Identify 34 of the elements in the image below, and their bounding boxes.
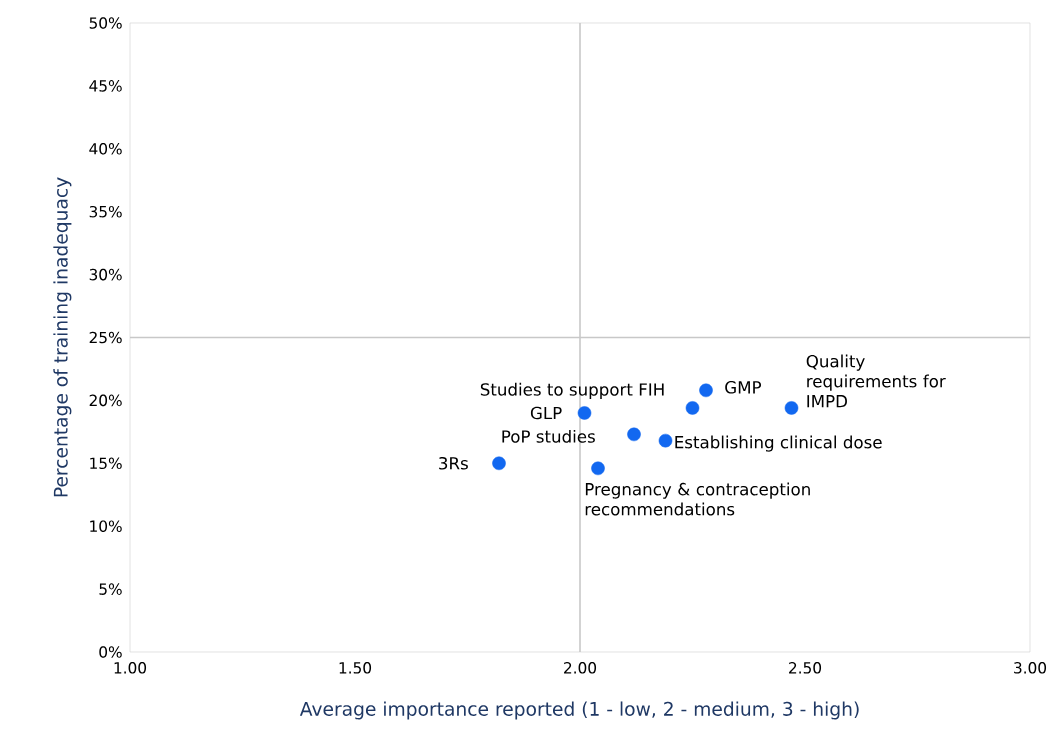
x-tick-label: 2.00 (564, 662, 597, 674)
annotation: GLP (530, 406, 562, 420)
point (577, 406, 592, 420)
point (784, 401, 799, 415)
x-tick-label: 3.00 (1014, 662, 1047, 674)
x-axis-title: Average importance reported (1 - low, 2 - medium, 3 - high) (299, 701, 859, 720)
y-tick-label: 5% (99, 583, 122, 595)
y-tick-label: 35% (89, 205, 122, 218)
point (699, 383, 713, 398)
annotation: Quality requirements for IMPD (806, 354, 946, 408)
annotation: PoP studies (502, 429, 595, 443)
y-tick-label: 0% (99, 646, 122, 658)
y-tick-label: 20% (89, 394, 122, 407)
x-tick-label: 2.50 (789, 662, 822, 674)
point (627, 427, 641, 442)
y-tick-label: 25% (89, 331, 122, 344)
annotation: Pregnancy & contraception recommendations (585, 482, 810, 516)
y-tick-label: 45% (89, 80, 122, 92)
annotation: 3Rs (439, 456, 468, 470)
annotation: Studies to support FIH (480, 382, 664, 400)
y-tick-label: 15% (90, 457, 122, 470)
y-tick-label: 40% (89, 143, 122, 155)
point (658, 433, 673, 448)
x-tick-label: 1.00 (114, 662, 147, 674)
point (591, 461, 605, 476)
y-tick-label: 50% (89, 17, 122, 29)
y-tick-label: 10% (90, 520, 122, 532)
y-axis-title: Percentage of training inadequacy (53, 177, 72, 497)
annotation: Establishing clinical dose (675, 435, 882, 452)
annotation: GMP (725, 381, 762, 394)
point (685, 401, 700, 415)
point (492, 456, 506, 471)
y-tick-label: 30% (89, 268, 122, 281)
x-tick-label: 1.50 (339, 662, 372, 674)
